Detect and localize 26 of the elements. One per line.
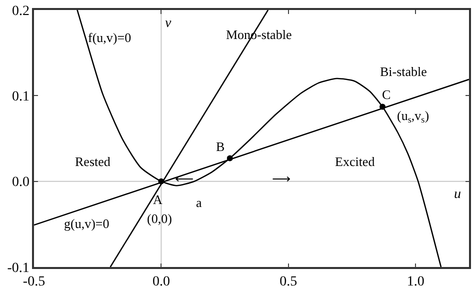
annotation: Excited (335, 154, 376, 169)
y-tick-label: -0.1 (7, 260, 30, 276)
y-tick-label: 0.0 (12, 175, 30, 190)
x-tick-label: 1.0 (406, 274, 424, 290)
ref-line-label: v (165, 16, 172, 31)
annotation: ⟶ (272, 171, 291, 186)
x-tick-label: 0.5 (280, 274, 298, 290)
annotation: (0,0) (147, 211, 172, 226)
annotation: f(u,v)=0 (88, 30, 132, 45)
x-tick-label: 0.0 (152, 274, 170, 290)
y-tick-label: 0.1 (12, 90, 30, 105)
annotation: Bi-stable (380, 64, 428, 79)
annotation: g(u,v)=0 (64, 216, 110, 231)
annotation: (u$_{s}$,v$_{s}$) (397, 108, 430, 125)
annotation: C (382, 87, 391, 102)
annotation: Rested (75, 154, 111, 169)
point (226, 155, 233, 162)
point (158, 178, 164, 184)
annotation: A (153, 192, 163, 207)
point (380, 104, 386, 110)
ref-line-label: u (454, 187, 461, 202)
annotation: ⟵ (175, 171, 194, 186)
annotation: B (216, 139, 225, 154)
x-tick-label: -0.5 (22, 274, 46, 290)
annotation: a (196, 195, 202, 210)
y-tick-label: 0.2 (12, 4, 30, 19)
